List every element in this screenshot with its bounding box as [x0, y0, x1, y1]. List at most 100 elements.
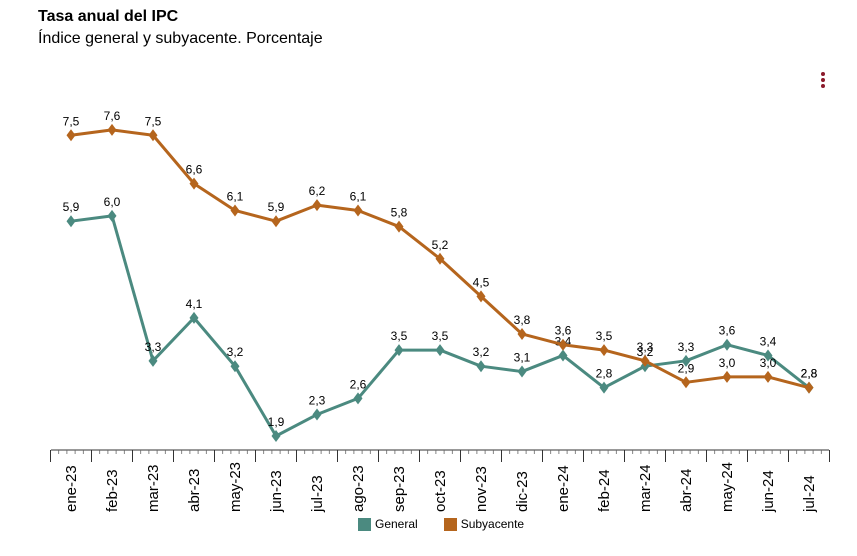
data-label-subyacente: 6,1	[350, 189, 367, 203]
data-point-general	[148, 354, 158, 367]
data-point-subyacente	[804, 381, 814, 394]
data-point-subyacente	[312, 199, 322, 212]
data-label-general: 2,8	[596, 367, 613, 381]
data-label-subyacente: 5,2	[432, 238, 449, 252]
data-label-general: 1,9	[268, 415, 285, 429]
data-point-subyacente	[353, 204, 363, 217]
chart-subtitle: Índice general y subyacente. Porcentaje	[38, 30, 323, 47]
data-point-subyacente	[66, 129, 76, 142]
data-point-general	[681, 354, 691, 367]
data-label-general: 3,5	[432, 329, 449, 343]
x-tick-label: mar-23	[145, 464, 162, 512]
data-label-general: 3,3	[145, 340, 162, 354]
data-label-subyacente: 3,0	[719, 356, 736, 370]
data-label-general: 2,8	[801, 367, 818, 381]
x-tick-label: abr-24	[678, 469, 695, 512]
data-point-general	[353, 392, 363, 405]
x-tick-label: jun-24	[760, 470, 777, 513]
data-point-general	[476, 360, 486, 373]
data-point-general	[271, 430, 281, 442]
data-point-subyacente	[271, 215, 281, 228]
x-tick-label: dic-23	[514, 471, 531, 512]
data-label-general: 3,2	[473, 345, 490, 359]
data-label-subyacente: 3,5	[596, 329, 613, 343]
x-tick-label: mar-24	[637, 464, 654, 512]
data-point-subyacente	[476, 290, 486, 303]
legend-item-general[interactable]: General	[358, 517, 418, 531]
legend-item-subyacente[interactable]: Subyacente	[443, 517, 525, 531]
x-tick-label: abr-23	[186, 469, 203, 512]
data-label-subyacente: 4,5	[473, 275, 490, 289]
x-tick-label: ene-23	[63, 465, 80, 512]
data-label-general: 5,9	[63, 200, 80, 214]
x-tick-label: feb-24	[596, 469, 613, 512]
data-label-general: 2,6	[350, 377, 367, 391]
data-point-general	[189, 311, 199, 324]
data-point-subyacente	[722, 370, 732, 383]
data-label-subyacente: 7,6	[104, 109, 121, 123]
legend-swatch-subyacente	[443, 517, 457, 531]
data-label-subyacente: 2,8	[801, 367, 818, 381]
x-tick-label: ago-23	[350, 465, 367, 512]
data-point-subyacente	[599, 344, 609, 357]
x-tick-label: jun-23	[268, 470, 285, 513]
data-point-general	[722, 338, 732, 351]
data-point-subyacente	[107, 123, 117, 136]
data-label-general: 3,1	[514, 351, 531, 365]
legend-swatch-general	[358, 517, 371, 531]
x-tick-label: feb-23	[104, 469, 121, 512]
data-point-general	[230, 360, 240, 373]
chart-legend: General Subyacente	[358, 517, 524, 531]
x-tick-label: sep-23	[391, 466, 408, 512]
data-label-general: 4,1	[186, 297, 203, 311]
data-label-general: 3,3	[678, 340, 695, 354]
data-label-subyacente: 7,5	[145, 114, 162, 128]
data-label-subyacente: 5,9	[268, 200, 285, 214]
x-tick-label: may-24	[719, 462, 736, 512]
data-label-general: 2,3	[309, 394, 326, 408]
data-point-subyacente	[394, 220, 404, 233]
x-tick-label: jul-24	[801, 475, 818, 513]
data-point-subyacente	[763, 370, 773, 383]
data-point-general	[558, 349, 568, 362]
data-point-general	[599, 381, 609, 394]
legend-label-subyacente: Subyacente	[460, 517, 525, 531]
data-label-subyacente: 3,0	[760, 356, 777, 370]
data-label-subyacente: 5,8	[391, 206, 408, 220]
x-tick-label: jul-23	[309, 475, 326, 513]
x-tick-label: ene-24	[555, 465, 572, 512]
data-point-general	[517, 365, 527, 378]
data-label-subyacente: 6,6	[186, 163, 203, 177]
data-point-subyacente	[517, 327, 527, 340]
data-point-general	[435, 344, 445, 357]
x-tick-label: oct-23	[432, 470, 449, 512]
more-vertical-icon[interactable]	[818, 72, 828, 92]
data-label-subyacente: 3,3	[637, 340, 654, 354]
data-point-subyacente	[435, 252, 445, 265]
data-label-general: 3,2	[637, 345, 654, 359]
chart-title: Tasa anual del IPC	[38, 8, 179, 25]
data-label-subyacente: 3,8	[514, 313, 531, 327]
data-point-subyacente	[681, 376, 691, 389]
data-label-subyacente: 6,2	[309, 184, 326, 198]
data-point-general	[763, 349, 773, 362]
data-label-general: 3,5	[391, 329, 408, 343]
data-point-subyacente	[148, 129, 158, 142]
data-label-general: 3,4	[760, 334, 777, 348]
data-label-general: 3,6	[719, 324, 736, 338]
data-point-general	[312, 408, 322, 421]
legend-label-general: General	[375, 517, 418, 531]
data-point-subyacente	[640, 354, 650, 367]
data-point-subyacente	[558, 338, 568, 351]
data-label-subyacente: 7,5	[63, 114, 80, 128]
data-label-subyacente: 3,6	[555, 324, 572, 338]
data-point-subyacente	[189, 177, 199, 190]
data-label-general: 3,2	[227, 345, 244, 359]
data-point-subyacente	[230, 204, 240, 217]
data-point-general	[66, 215, 76, 228]
x-tick-label: may-23	[227, 462, 244, 512]
data-point-general	[107, 209, 117, 222]
x-tick-label: nov-23	[473, 466, 490, 512]
data-label-subyacente: 6,1	[227, 189, 244, 203]
